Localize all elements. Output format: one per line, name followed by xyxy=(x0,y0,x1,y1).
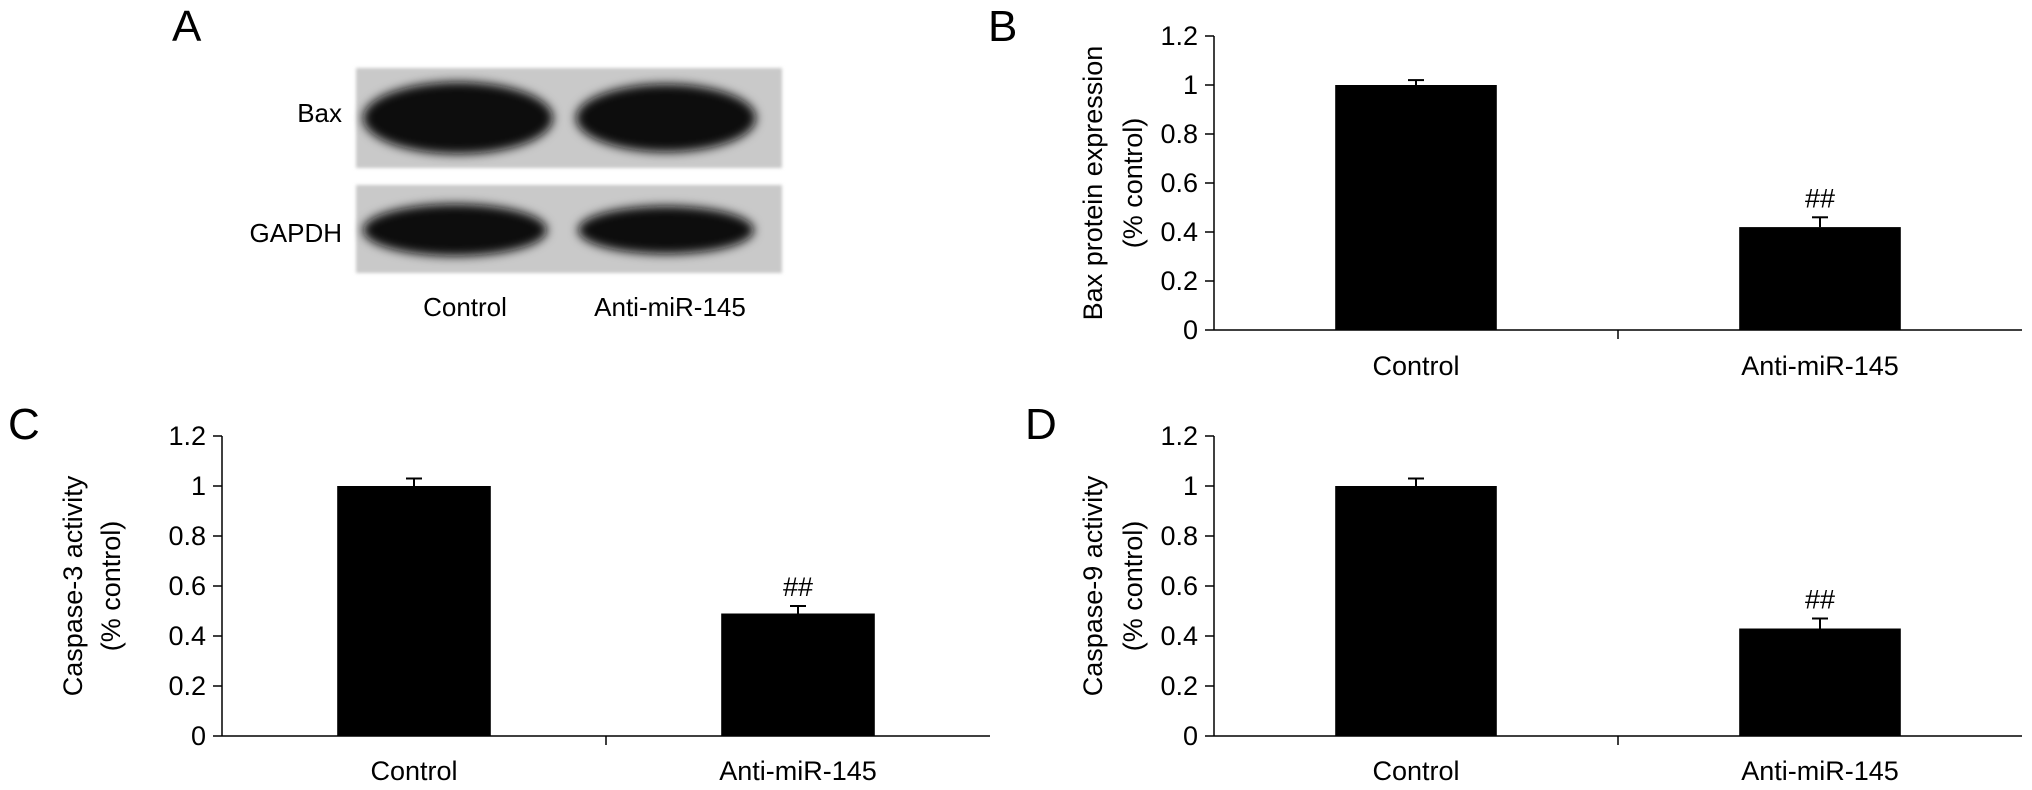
y-axis-label: (% control) xyxy=(1118,521,1148,652)
bar-chart-c: 0 0.2 0.4 0.6 0.8 1 1.2 Control ## Anti-miR-145 Ca… xyxy=(58,421,990,786)
y-tick-label: 1 xyxy=(191,471,206,501)
western-blot-image xyxy=(356,68,782,273)
bar-chart-d: 0 0.2 0.4 0.6 0.8 1 1.2 Control ## Anti-miR-145 Ca… xyxy=(1078,421,2022,786)
y-tick-label: 1.2 xyxy=(1160,21,1198,51)
y-tick-label: 0.4 xyxy=(1160,621,1198,651)
blot-lane-label-anti-mir-145: Anti-miR-145 xyxy=(594,292,746,322)
y-tick-label: 0.6 xyxy=(1160,168,1198,198)
blot-band-gapdh-anti-mir-145 xyxy=(578,206,754,254)
y-tick-label: 0 xyxy=(1183,315,1198,345)
western-blot-panel: Bax GAPDH Control Anti-miR-145 xyxy=(0,0,820,360)
blot-band-bax-anti-mir-145 xyxy=(576,84,756,152)
significance-marker: ## xyxy=(783,572,813,602)
x-category-label: Anti-miR-145 xyxy=(719,756,877,786)
y-tick-label: 0.2 xyxy=(1160,671,1198,701)
y-tick-label: 1.2 xyxy=(168,421,206,451)
y-tick-label: 1 xyxy=(1183,471,1198,501)
y-tick-label: 0.8 xyxy=(1160,119,1198,149)
x-category-label: Anti-miR-145 xyxy=(1741,756,1899,786)
y-tick-label: 0.4 xyxy=(168,621,206,651)
bar xyxy=(1739,628,1901,736)
y-axis-label: Bax protein expression xyxy=(1078,46,1108,321)
y-tick-label: 0 xyxy=(1183,721,1198,751)
blot-row-label-bax: Bax xyxy=(297,98,342,128)
y-tick-label: 0.6 xyxy=(1160,571,1198,601)
x-category-label: Control xyxy=(1372,351,1459,381)
bar xyxy=(1335,85,1497,330)
bar-chart-b: 0 0.2 0.4 0.6 0.8 1 1.2 Control ## Anti-miR-145 Ba… xyxy=(1078,21,2022,381)
x-category-label: Anti-miR-145 xyxy=(1741,351,1899,381)
x-category-label: Control xyxy=(370,756,457,786)
significance-marker: ## xyxy=(1805,183,1835,213)
y-tick-label: 0.4 xyxy=(1160,217,1198,247)
y-axis-label: (% control) xyxy=(96,521,126,652)
y-tick-label: 0.8 xyxy=(168,521,206,551)
panel-letter-a: A xyxy=(172,2,202,51)
panel-letter-b: B xyxy=(988,2,1018,51)
bar xyxy=(1739,227,1901,330)
y-tick-label: 1 xyxy=(1183,70,1198,100)
y-axis-label: (% control) xyxy=(1118,118,1148,249)
panel-letter-c: C xyxy=(8,400,40,449)
x-category-label: Control xyxy=(1372,756,1459,786)
blot-lane-label-control: Control xyxy=(423,292,507,322)
bar xyxy=(721,613,875,736)
panel-letter-d: D xyxy=(1025,400,1057,449)
y-tick-label: 0.6 xyxy=(168,571,206,601)
y-tick-label: 0.2 xyxy=(168,671,206,701)
blot-band-gapdh-control xyxy=(363,204,547,256)
y-axis-label: Caspase-9 activity xyxy=(1078,475,1108,696)
bar xyxy=(337,486,491,736)
y-tick-label: 0.8 xyxy=(1160,521,1198,551)
significance-marker: ## xyxy=(1805,585,1835,615)
bar xyxy=(1335,486,1497,736)
blot-band-bax-control xyxy=(363,82,553,154)
y-axis-label: Caspase-3 activity xyxy=(58,475,88,696)
y-tick-label: 1.2 xyxy=(1160,421,1198,451)
y-tick-label: 0.2 xyxy=(1160,266,1198,296)
y-tick-label: 0 xyxy=(191,721,206,751)
blot-row-label-gapdh: GAPDH xyxy=(249,218,342,248)
